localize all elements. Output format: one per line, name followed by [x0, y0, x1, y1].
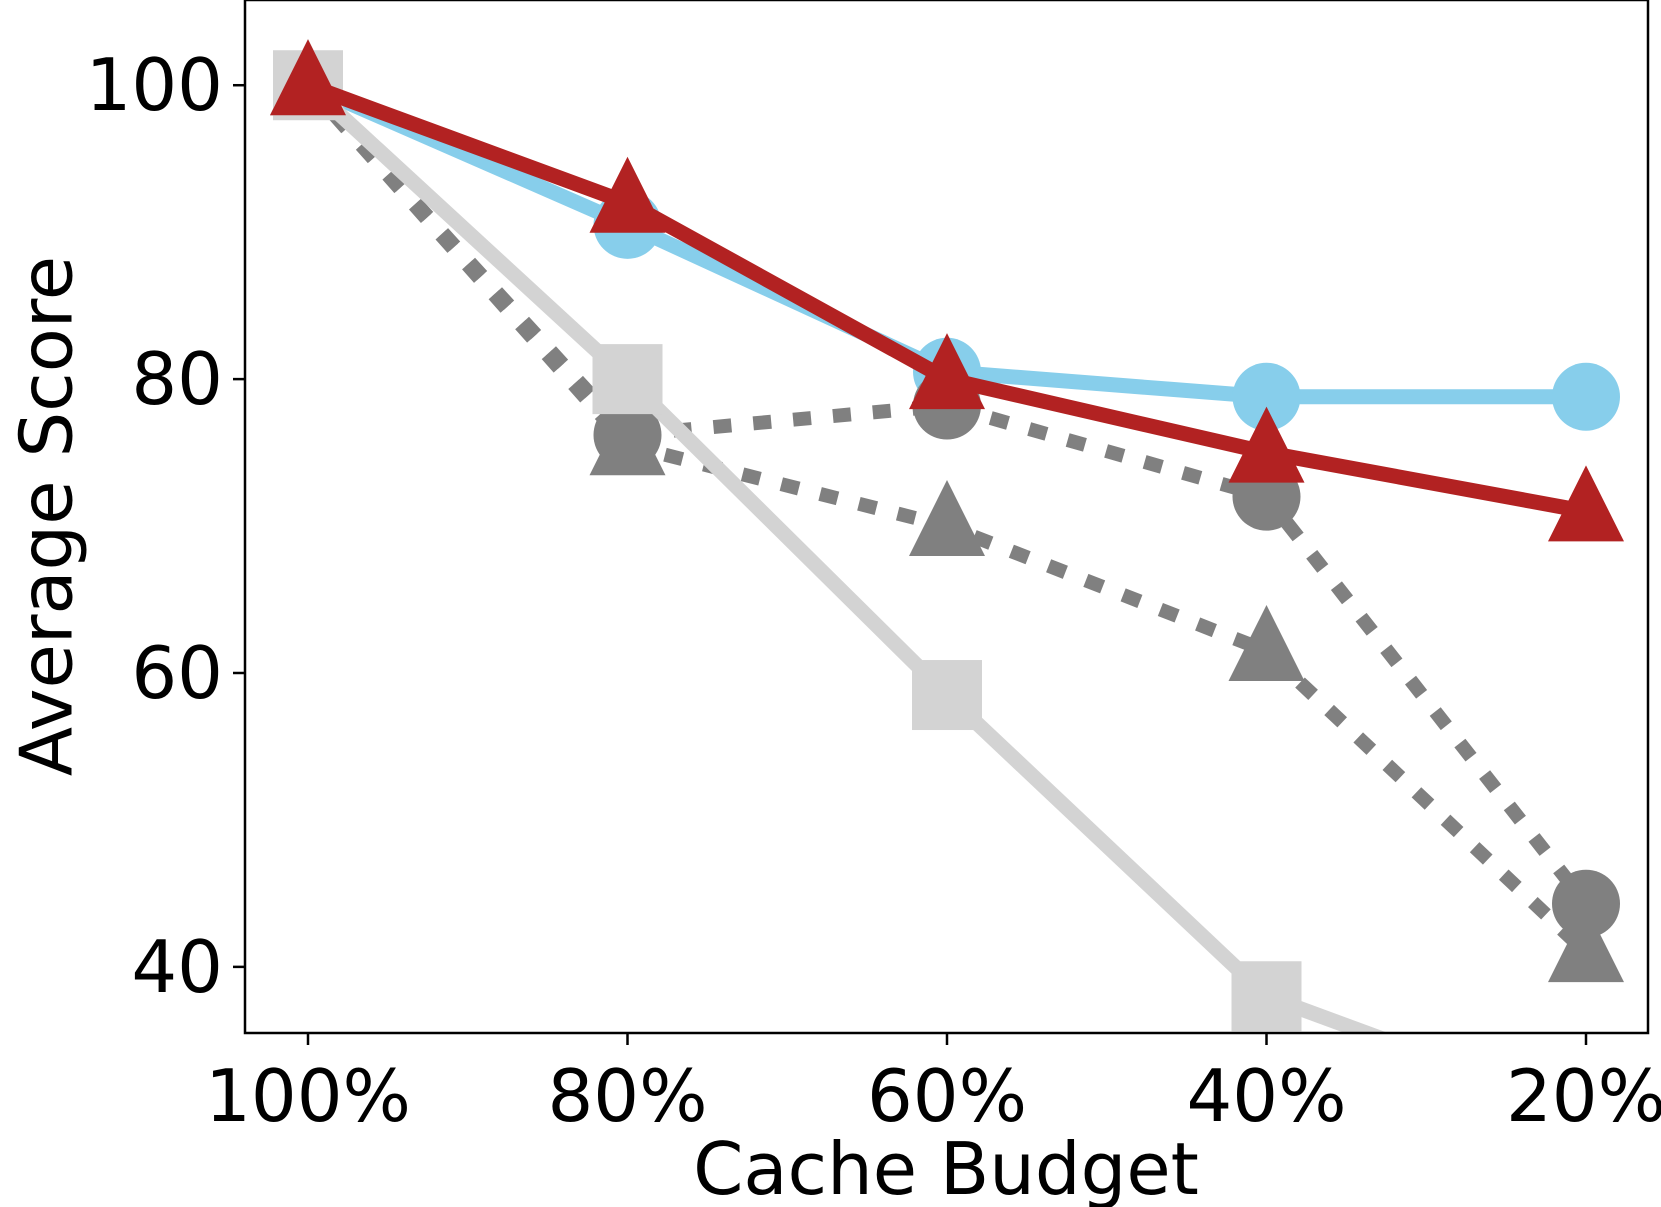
data-point — [1231, 961, 1302, 1032]
data-point — [589, 399, 666, 476]
data-point — [270, 39, 346, 116]
series-3 — [270, 39, 1624, 983]
data-point — [1548, 465, 1624, 542]
y-tick-label: 80 — [131, 337, 223, 421]
x-axis: 100% 80% 60% 40% 20% — [205, 1033, 1661, 1138]
x-axis-label: Cache Budget — [693, 1127, 1199, 1207]
data-point — [1228, 406, 1305, 483]
series-4 — [273, 50, 1389, 1033]
data-point — [909, 333, 985, 410]
x-tick-label: 60% — [867, 1054, 1027, 1138]
series-layer — [270, 39, 1624, 1033]
data-point — [1548, 906, 1624, 983]
y-axis: 40 60 80 100 — [86, 43, 245, 1009]
x-tick-label: 40% — [1186, 1054, 1346, 1138]
series-5 — [270, 39, 1624, 542]
data-point — [1228, 604, 1305, 681]
data-point — [909, 480, 985, 557]
x-tick-label: 20% — [1506, 1054, 1661, 1138]
y-tick-label: 100 — [86, 43, 223, 127]
data-point — [589, 156, 666, 233]
data-point — [1552, 362, 1620, 431]
series-line — [302, 79, 1389, 1033]
y-tick-label: 40 — [131, 925, 223, 1009]
y-tick-label: 60 — [131, 631, 223, 715]
data-point — [592, 344, 663, 415]
data-point — [912, 660, 982, 731]
x-tick-label: 100% — [205, 1054, 411, 1138]
x-tick-label: 80% — [547, 1054, 707, 1138]
data-point — [1552, 869, 1620, 938]
data-point — [1232, 362, 1301, 431]
y-axis-label: Average Score — [5, 256, 89, 776]
